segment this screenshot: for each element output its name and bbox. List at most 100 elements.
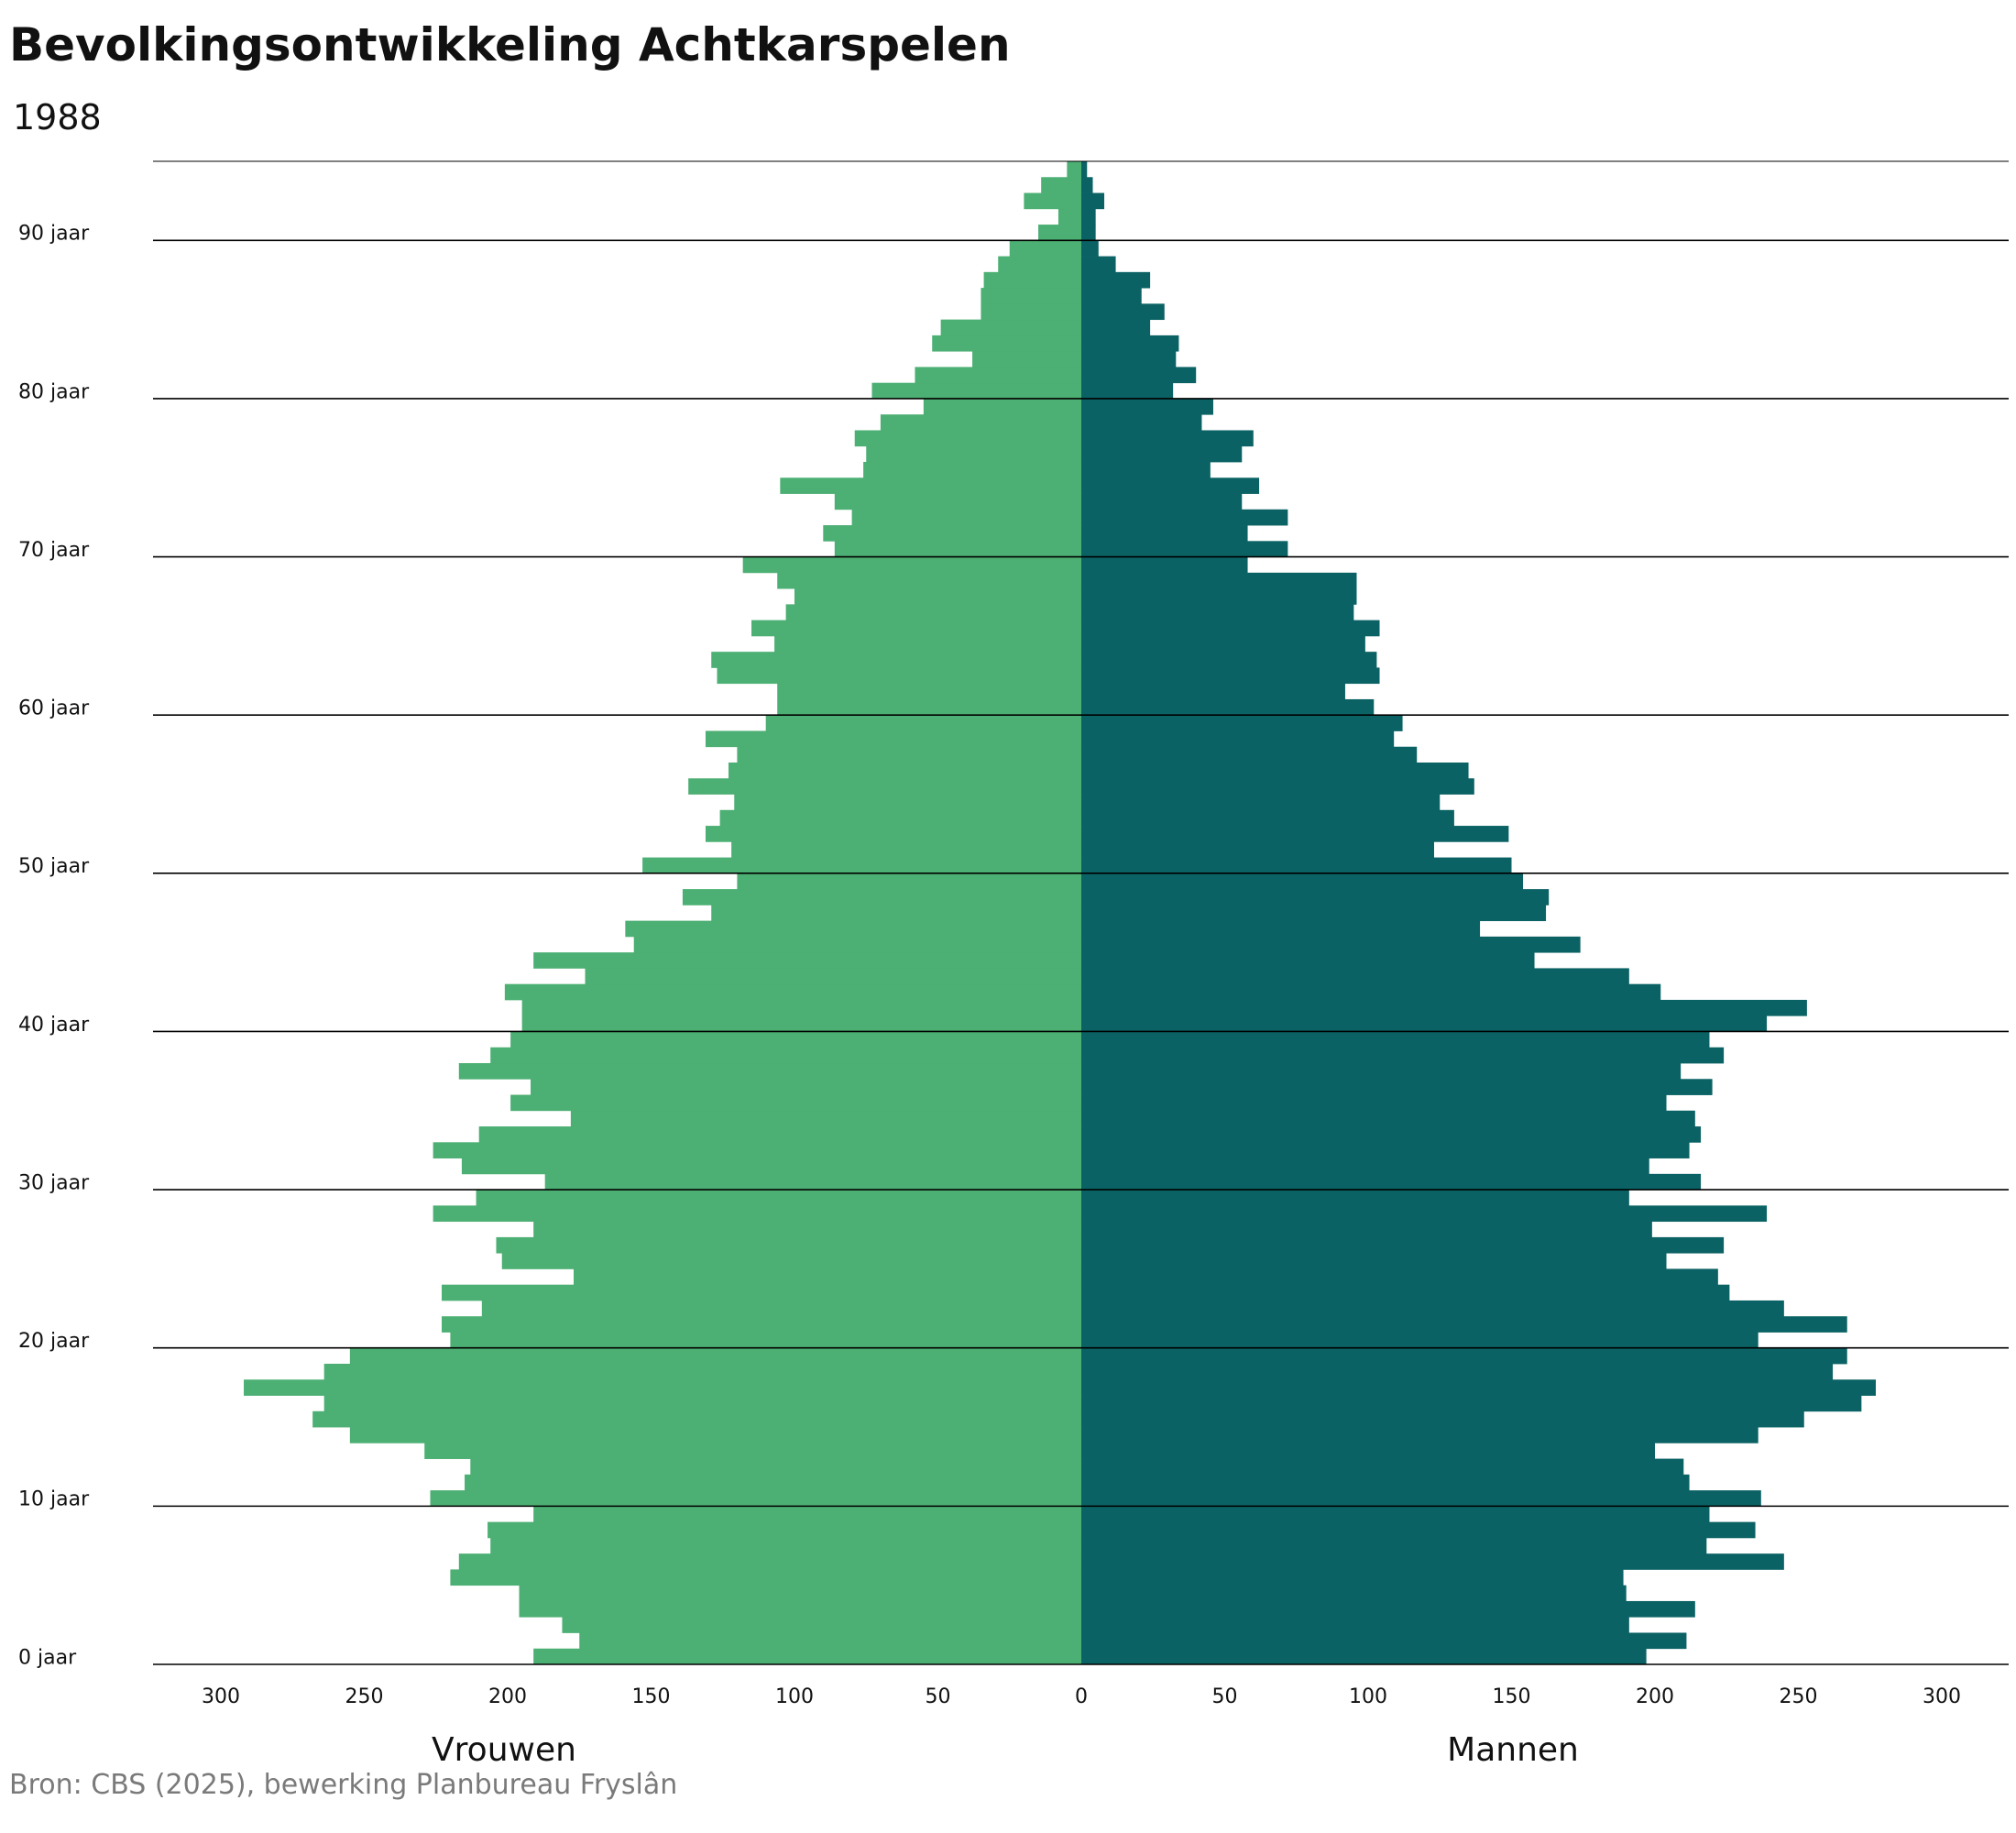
bar-mannen-8 — [1081, 1521, 1756, 1539]
bar-mannen-15 — [1081, 1410, 1804, 1428]
bar-vrouwen-81 — [915, 367, 1081, 384]
bar-mannen-45 — [1081, 936, 1581, 953]
bar-vrouwen-54 — [734, 794, 1081, 811]
bar-vrouwen-10 — [430, 1490, 1081, 1507]
x-tick-label: 100 — [1349, 1685, 1387, 1708]
bar-mannen-68 — [1081, 572, 1357, 589]
bar-mannen-24 — [1081, 1268, 1718, 1286]
bar-vrouwen-84 — [940, 319, 1081, 336]
bar-vrouwen-55 — [688, 778, 1081, 795]
bar-mannen-61 — [1081, 683, 1345, 700]
bar-vrouwen-87 — [983, 271, 1081, 289]
bar-mannen-0 — [1081, 1648, 1647, 1665]
bar-vrouwen-18 — [323, 1364, 1081, 1380]
bar-mannen-30 — [1081, 1173, 1702, 1191]
bar-mannen-47 — [1081, 905, 1547, 922]
y-tick-label: 30 jaar — [18, 1171, 90, 1194]
bar-vrouwen-52 — [705, 826, 1081, 842]
bar-mannen-14 — [1081, 1427, 1759, 1443]
bar-vrouwen-57 — [737, 746, 1081, 763]
bar-vrouwen-25 — [501, 1253, 1081, 1269]
bar-mannen-72 — [1081, 509, 1288, 526]
bar-mannen-38 — [1081, 1047, 1725, 1064]
bar-mannen-92 — [1081, 192, 1105, 210]
bar-mannen-34 — [1081, 1110, 1695, 1127]
y-tick-label: 90 jaar — [18, 223, 90, 246]
bar-mannen-52 — [1081, 826, 1509, 842]
x-tick-label: 150 — [632, 1685, 671, 1708]
bar-mannen-23 — [1081, 1284, 1730, 1301]
bar-mannen-56 — [1081, 763, 1469, 779]
bar-mannen-11 — [1081, 1474, 1690, 1491]
bar-vrouwen-73 — [834, 493, 1081, 510]
bar-vrouwen-85 — [981, 303, 1081, 321]
bar-mannen-21 — [1081, 1316, 1847, 1333]
bar-mannen-48 — [1081, 889, 1550, 906]
bar-vrouwen-59 — [765, 715, 1081, 731]
bar-vrouwen-43 — [585, 968, 1081, 985]
bar-mannen-9 — [1081, 1506, 1710, 1523]
bar-mannen-36 — [1081, 1079, 1713, 1095]
bar-mannen-20 — [1081, 1332, 1759, 1349]
bar-vrouwen-66 — [785, 604, 1081, 621]
bar-vrouwen-47 — [711, 905, 1081, 922]
x-tick-label: 300 — [202, 1685, 240, 1708]
chart-subtitle: 1988 — [13, 97, 102, 137]
bar-vrouwen-32 — [433, 1142, 1081, 1158]
bar-mannen-49 — [1081, 873, 1524, 890]
bar-vrouwen-50 — [642, 857, 1081, 874]
bar-mannen-88 — [1081, 256, 1116, 273]
bar-mannen-93 — [1081, 177, 1093, 193]
bar-vrouwen-37 — [458, 1063, 1081, 1080]
bar-vrouwen-11 — [465, 1474, 1081, 1491]
x-axis-title-vrouwen: Vrouwen — [432, 1731, 576, 1769]
bar-vrouwen-58 — [705, 730, 1081, 748]
bar-mannen-51 — [1081, 841, 1434, 858]
bar-vrouwen-13 — [424, 1443, 1082, 1459]
y-tick-label: 70 jaar — [18, 539, 90, 562]
bar-mannen-13 — [1081, 1443, 1655, 1459]
bar-vrouwen-40 — [521, 1015, 1081, 1032]
bar-mannen-33 — [1081, 1126, 1702, 1143]
x-tick-label: 250 — [345, 1685, 384, 1708]
bar-vrouwen-31 — [461, 1158, 1081, 1175]
bar-vrouwen-20 — [450, 1332, 1081, 1349]
bar-mannen-83 — [1081, 335, 1179, 352]
bar-mannen-40 — [1081, 1015, 1768, 1032]
bar-mannen-70 — [1081, 541, 1288, 557]
bar-vrouwen-41 — [521, 999, 1081, 1016]
bar-mannen-63 — [1081, 652, 1377, 668]
bar-vrouwen-60 — [777, 698, 1081, 716]
y-tick-label: 10 jaar — [18, 1488, 90, 1511]
bar-vrouwen-79 — [923, 398, 1081, 415]
bar-mannen-82 — [1081, 351, 1177, 368]
bar-vrouwen-6 — [458, 1553, 1081, 1570]
bar-vrouwen-30 — [544, 1173, 1081, 1191]
bar-vrouwen-86 — [981, 288, 1081, 304]
bar-mannen-60 — [1081, 698, 1375, 716]
bar-mannen-35 — [1081, 1094, 1667, 1112]
bar-mannen-37 — [1081, 1063, 1682, 1080]
bar-vrouwen-48 — [682, 889, 1081, 906]
bar-mannen-46 — [1081, 920, 1481, 938]
bar-vrouwen-44 — [533, 952, 1081, 969]
x-tick-label: 300 — [1923, 1685, 1961, 1708]
bar-vrouwen-88 — [998, 256, 1081, 273]
bar-vrouwen-70 — [834, 541, 1081, 557]
bar-vrouwen-78 — [880, 414, 1081, 431]
bar-vrouwen-22 — [481, 1300, 1081, 1317]
bar-mannen-22 — [1081, 1300, 1784, 1317]
bar-vrouwen-67 — [794, 588, 1081, 605]
bar-mannen-5 — [1081, 1569, 1624, 1586]
bar-vrouwen-77 — [854, 430, 1081, 447]
x-axis-ticks: 300 250 200 150 100 50 0 50 100 150 200 250 300 — [202, 1685, 1961, 1708]
bar-vrouwen-39 — [510, 1031, 1081, 1048]
bar-vrouwen-42 — [504, 983, 1081, 1001]
bar-mannen-28 — [1081, 1205, 1768, 1223]
bar-mannen-80 — [1081, 382, 1174, 400]
bar-vrouwen-76 — [866, 445, 1081, 463]
bar-mannen-16 — [1081, 1395, 1862, 1412]
bar-vrouwen-5 — [450, 1569, 1081, 1586]
bar-vrouwen-80 — [871, 382, 1081, 400]
vrouwen-bars — [244, 161, 1082, 1665]
